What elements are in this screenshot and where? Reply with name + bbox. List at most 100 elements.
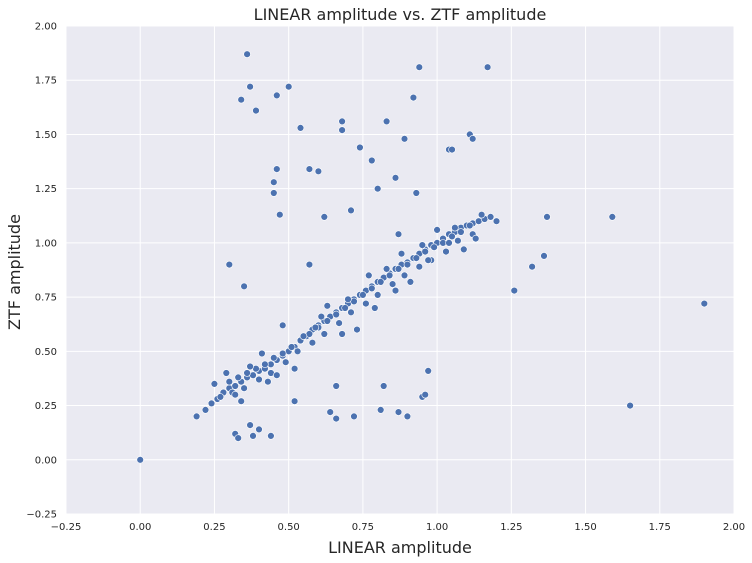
data-point	[466, 221, 474, 230]
data-point	[371, 304, 379, 312]
data-point	[222, 369, 231, 377]
data-point	[421, 391, 429, 399]
data-point	[270, 189, 278, 197]
data-point	[252, 106, 260, 115]
data-point	[540, 252, 548, 260]
data-point	[394, 230, 403, 238]
data-point	[403, 260, 412, 269]
data-point	[424, 367, 432, 375]
data-point	[394, 265, 403, 273]
x-tick-label: 0.50	[278, 522, 300, 533]
x-tick-label: 0.00	[129, 522, 151, 533]
data-point	[400, 135, 409, 143]
data-point	[255, 375, 263, 384]
data-point	[246, 82, 254, 91]
x-tick-label: −0.25	[51, 522, 82, 533]
data-point	[415, 63, 423, 71]
data-point	[323, 317, 331, 325]
data-point	[234, 373, 242, 382]
data-point	[332, 414, 340, 423]
y-axis-label: ZTF amplitude	[5, 214, 24, 330]
data-point	[240, 384, 248, 392]
data-point	[394, 408, 403, 416]
data-point	[279, 349, 287, 358]
x-tick-label: 0.75	[352, 522, 374, 533]
x-tick-label: 2.00	[723, 522, 745, 533]
data-point	[400, 271, 409, 280]
data-point	[483, 63, 492, 71]
data-point	[385, 271, 394, 280]
data-point	[323, 302, 331, 310]
data-point	[335, 319, 343, 327]
data-point	[231, 391, 239, 399]
data-point	[368, 156, 376, 165]
data-point	[391, 174, 400, 182]
data-point	[299, 332, 308, 340]
data-point	[311, 323, 320, 332]
data-point	[391, 286, 400, 295]
data-point	[374, 185, 382, 193]
y-tick-labels: −0.25 0.00 0.25 0.50 0.75 1.00 1.25 1.50 1.75 2.0…	[26, 22, 57, 521]
data-point	[448, 232, 456, 241]
data-point	[510, 286, 518, 295]
y-tick-label: 2.00	[35, 22, 57, 33]
data-point	[412, 254, 420, 262]
data-point	[207, 399, 216, 408]
data-point	[445, 239, 453, 247]
data-point	[287, 343, 296, 351]
data-point	[282, 358, 290, 366]
data-point	[403, 412, 412, 421]
y-tick-label: 1.75	[35, 76, 57, 87]
data-point	[700, 299, 708, 308]
x-axis-label: LINEAR amplitude	[328, 538, 472, 557]
x-tick-label: 1.50	[574, 522, 596, 533]
data-point	[338, 126, 346, 134]
data-point	[231, 382, 239, 390]
data-point	[192, 412, 201, 421]
data-point	[353, 325, 361, 334]
data-point	[225, 260, 234, 269]
data-point	[255, 425, 263, 434]
data-point	[136, 456, 144, 464]
data-point	[406, 278, 415, 286]
data-point	[460, 245, 468, 254]
y-tick-label: 1.25	[35, 184, 57, 195]
y-tick-label: −0.25	[26, 510, 57, 521]
data-point	[412, 189, 420, 197]
data-point	[276, 211, 284, 219]
y-tick-label: 1.50	[35, 130, 57, 141]
data-point	[237, 95, 245, 104]
data-point	[365, 271, 373, 280]
x-tick-label: 1.25	[500, 522, 522, 533]
data-point	[326, 408, 334, 416]
data-point	[486, 213, 495, 221]
y-tick-label: 1.00	[35, 238, 57, 249]
data-point	[477, 211, 486, 219]
data-point	[472, 234, 480, 243]
data-point	[424, 256, 432, 264]
data-point	[608, 213, 616, 221]
data-point	[293, 347, 302, 355]
data-point	[225, 378, 234, 386]
data-point	[457, 228, 465, 236]
data-point	[469, 135, 477, 143]
data-point	[430, 243, 438, 251]
data-point	[305, 165, 314, 173]
data-point	[246, 362, 254, 371]
data-point	[261, 360, 269, 368]
data-point	[344, 295, 352, 303]
data-point	[338, 117, 346, 126]
data-point	[249, 432, 257, 440]
data-point	[290, 397, 299, 405]
data-point	[246, 421, 254, 429]
y-tick-label: 0.75	[35, 293, 57, 304]
data-point	[380, 382, 388, 390]
data-point	[409, 93, 418, 102]
data-point	[492, 217, 501, 225]
data-point	[338, 330, 346, 338]
x-tick-label: 1.00	[426, 522, 448, 533]
data-point	[320, 330, 328, 338]
data-point	[368, 284, 376, 293]
data-point	[264, 378, 272, 386]
